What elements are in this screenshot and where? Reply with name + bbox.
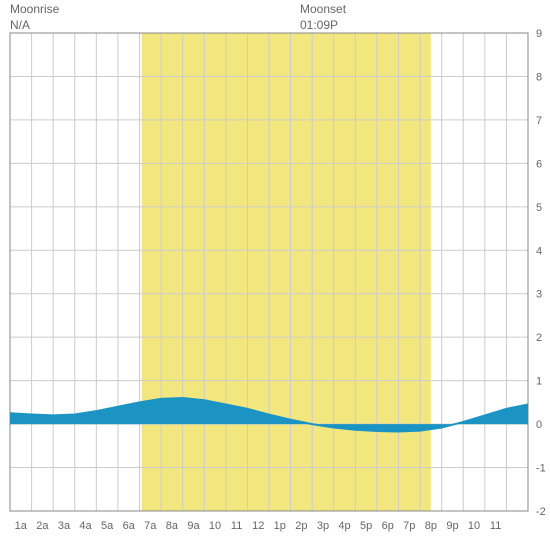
y-tick-label: 5 <box>536 202 542 214</box>
y-tick-label: 2 <box>536 332 542 344</box>
x-tick-label: 9a <box>187 520 200 532</box>
x-tick-label: 6a <box>123 520 136 532</box>
x-tick-label: 5a <box>101 520 114 532</box>
moonrise-value: N/A <box>10 18 59 34</box>
x-tick-label: 8a <box>166 520 179 532</box>
x-tick-label: 3p <box>317 520 329 532</box>
y-tick-label: 3 <box>536 289 542 301</box>
x-tick-label: 7a <box>144 520 157 532</box>
x-tick-label: 1a <box>15 520 28 532</box>
x-tick-label: 6p <box>382 520 394 532</box>
y-tick-label: 8 <box>536 71 542 83</box>
moonset-block: Moonset 01:09P <box>300 2 346 33</box>
x-tick-label: 11 <box>490 520 501 532</box>
y-tick-label: -2 <box>536 506 546 518</box>
x-tick-label: 4p <box>338 520 350 532</box>
x-tick-label: 4a <box>79 520 92 532</box>
y-tick-label: 1 <box>536 376 542 388</box>
x-tick-label: 2p <box>295 520 307 532</box>
moonset-value: 01:09P <box>300 18 346 34</box>
x-tick-label: 10 <box>468 520 480 532</box>
x-tick-label: 5p <box>360 520 372 532</box>
moonset-label: Moonset <box>300 2 346 18</box>
moonrise-block: Moonrise N/A <box>10 2 59 33</box>
x-tick-label: 3a <box>58 520 71 532</box>
x-tick-label: 1p <box>274 520 286 532</box>
daylight-band <box>142 33 431 511</box>
tide-chart-container: Moonrise N/A Moonset 01:09P -2-101234567… <box>0 0 550 550</box>
y-tick-label: 7 <box>536 115 542 127</box>
y-tick-label: 6 <box>536 158 542 170</box>
moonrise-label: Moonrise <box>10 2 59 18</box>
x-tick-label: 12 <box>252 520 264 532</box>
y-tick-label: -1 <box>536 463 546 475</box>
x-tick-label: 2a <box>36 520 49 532</box>
x-tick-label: 7p <box>403 520 415 532</box>
x-tick-label: 10 <box>209 520 221 532</box>
x-tick-label: 8p <box>425 520 437 532</box>
x-tick-label: 11 <box>231 520 242 532</box>
y-tick-label: 4 <box>536 245 542 257</box>
y-tick-label: 0 <box>536 419 542 431</box>
y-tick-label: 9 <box>536 28 542 40</box>
x-tick-label: 9p <box>446 520 458 532</box>
tide-chart-svg: -2-101234567891a2a3a4a5a6a7a8a9a1011121p… <box>0 0 550 550</box>
